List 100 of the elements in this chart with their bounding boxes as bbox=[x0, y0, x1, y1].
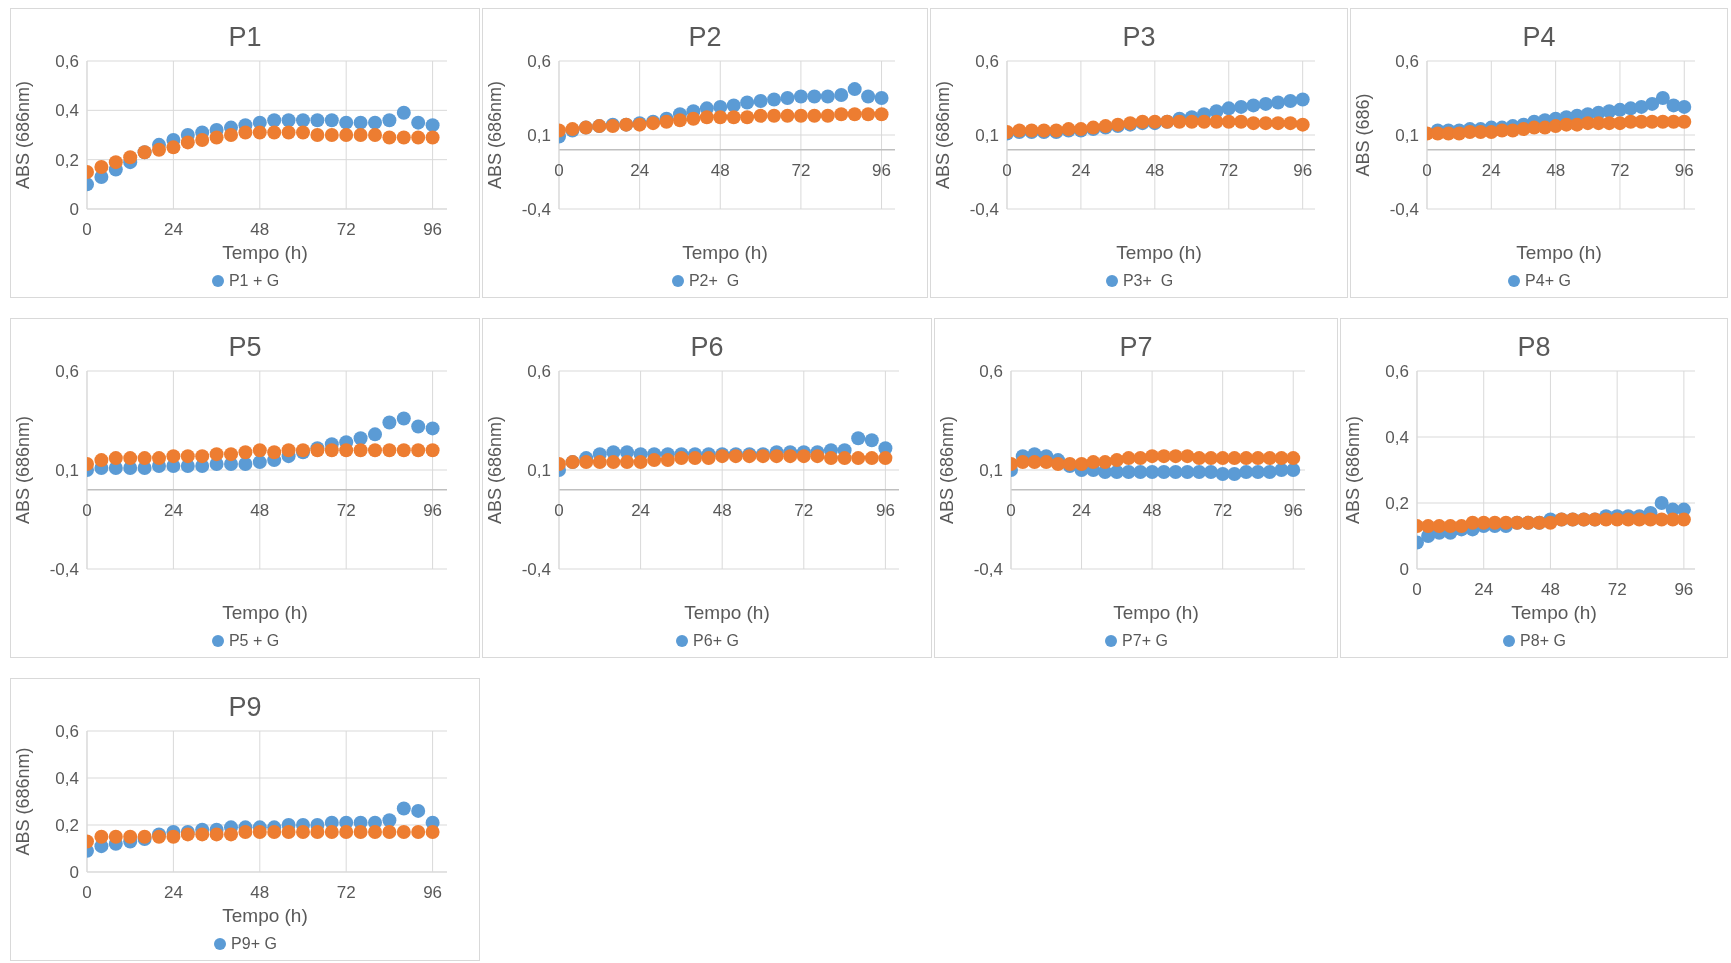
x-axis-title: Tempo (h) bbox=[1115, 241, 1203, 265]
x-tick-label: 72 bbox=[336, 220, 356, 239]
chart-title: P9 bbox=[227, 691, 263, 723]
x-tick-label: 24 bbox=[1481, 160, 1501, 180]
chart-title: P3 bbox=[1121, 21, 1157, 53]
chart-title: P6 bbox=[689, 331, 725, 363]
x-tick-label: 72 bbox=[1213, 500, 1233, 520]
x-tick-label: 96 bbox=[423, 220, 443, 239]
x-tick-label: 72 bbox=[794, 500, 814, 520]
y-tick-label: 0,2 bbox=[55, 150, 79, 170]
x-axis-title: Tempo (h) bbox=[681, 241, 769, 265]
x-tick-label: 0 bbox=[82, 883, 92, 902]
x-tick-label: 24 bbox=[630, 160, 650, 180]
legend-label: P5 + G bbox=[228, 632, 280, 650]
y-tick-label: 0,6 bbox=[1385, 362, 1409, 382]
legend-label: P1 + G bbox=[228, 272, 280, 290]
y-axis-title: ABS (686nm) bbox=[485, 415, 506, 525]
x-tick-label: 96 bbox=[872, 160, 892, 180]
y-axis-title: ABS (686nm) bbox=[1343, 415, 1364, 525]
chart-title: P5 bbox=[227, 331, 263, 363]
y-tick-label: 0,6 bbox=[527, 362, 551, 382]
y-tick-label: 0,6 bbox=[975, 52, 999, 72]
y-tick-label: 0,1 bbox=[55, 461, 79, 481]
x-tick-label: 72 bbox=[336, 500, 356, 520]
legend-label: P2+ G bbox=[688, 272, 740, 290]
x-tick-label: 0 bbox=[82, 220, 92, 239]
x-tick-label: 0 bbox=[1006, 500, 1016, 520]
y-tick-label: 0,2 bbox=[55, 816, 79, 836]
y-axis-title: ABS (686nm) bbox=[933, 80, 954, 190]
x-tick-label: 96 bbox=[875, 500, 895, 520]
x-tick-label: 24 bbox=[631, 500, 651, 520]
legend-label: P4+ G bbox=[1525, 272, 1571, 290]
y-tick-label: 0,6 bbox=[55, 722, 79, 742]
y-tick-label: 0,4 bbox=[55, 769, 79, 789]
y-tick-label: -0,4 bbox=[521, 560, 551, 580]
y-tick-label: 0 bbox=[1399, 560, 1409, 580]
y-axis-title: ABS (686nm) bbox=[13, 747, 34, 856]
x-tick-label: 96 bbox=[423, 883, 443, 902]
y-axis-title: ABS (686) bbox=[1353, 93, 1374, 177]
y-tick-label: -0,4 bbox=[1389, 200, 1419, 220]
x-tick-label: 48 bbox=[1546, 160, 1566, 180]
chart-title: P2 bbox=[687, 21, 723, 53]
x-tick-label: 96 bbox=[1674, 580, 1694, 599]
y-tick-label: 0,2 bbox=[1385, 494, 1409, 514]
x-tick-label: 24 bbox=[163, 220, 183, 239]
x-axis-title: Tempo (h) bbox=[221, 601, 309, 625]
x-tick-label: 72 bbox=[1219, 160, 1239, 180]
y-tick-label: 0 bbox=[69, 863, 79, 883]
x-tick-label: 72 bbox=[1610, 160, 1630, 180]
y-tick-label: 0,6 bbox=[527, 52, 551, 72]
x-tick-label: 24 bbox=[1072, 500, 1092, 520]
x-tick-label: 24 bbox=[1474, 580, 1494, 599]
x-tick-label: 72 bbox=[336, 883, 356, 902]
x-tick-label: 0 bbox=[554, 500, 564, 520]
x-tick-label: 48 bbox=[1142, 500, 1162, 520]
x-tick-label: 48 bbox=[710, 160, 730, 180]
x-tick-label: 0 bbox=[554, 160, 564, 180]
chart-title: P4 bbox=[1521, 21, 1557, 53]
y-tick-label: 0,1 bbox=[975, 126, 999, 146]
x-tick-label: 48 bbox=[1540, 580, 1560, 599]
chart-title: P7 bbox=[1118, 331, 1154, 363]
y-tick-label: 0,4 bbox=[55, 101, 79, 121]
legend-label: P7+ G bbox=[1122, 632, 1168, 650]
x-tick-label: 72 bbox=[1607, 580, 1627, 599]
y-tick-label: -0,4 bbox=[973, 560, 1003, 580]
y-tick-label: -0,4 bbox=[49, 560, 79, 580]
legend-label: P8+ G bbox=[1520, 632, 1566, 650]
x-tick-label: 48 bbox=[1145, 160, 1165, 180]
y-axis-title: ABS (686nm) bbox=[13, 80, 34, 190]
x-axis-title: Tempo (h) bbox=[221, 241, 309, 265]
x-tick-label: 96 bbox=[1674, 160, 1694, 180]
x-tick-label: 0 bbox=[1422, 160, 1432, 180]
y-tick-label: 0,6 bbox=[55, 52, 79, 72]
x-tick-label: 96 bbox=[1283, 500, 1303, 520]
y-tick-label: 0,1 bbox=[527, 126, 551, 146]
legend-label: P3+ G bbox=[1122, 272, 1174, 290]
x-tick-label: 0 bbox=[82, 500, 92, 520]
x-tick-label: 72 bbox=[791, 160, 811, 180]
chart-title: P8 bbox=[1516, 331, 1552, 363]
x-tick-label: 24 bbox=[163, 500, 183, 520]
x-tick-label: 48 bbox=[250, 500, 270, 520]
y-tick-label: 0,1 bbox=[527, 461, 551, 481]
y-axis-title: ABS (686nm) bbox=[13, 415, 34, 525]
x-tick-label: 96 bbox=[423, 500, 443, 520]
y-tick-label: 0 bbox=[69, 200, 79, 220]
y-tick-label: 0,4 bbox=[1385, 428, 1409, 448]
x-tick-label: 24 bbox=[1071, 160, 1091, 180]
y-tick-label: 0,1 bbox=[1395, 126, 1419, 146]
y-axis-title: ABS (686nm) bbox=[937, 415, 958, 525]
y-tick-label: 0,6 bbox=[55, 362, 79, 382]
y-axis-title: ABS (686nm) bbox=[485, 80, 506, 190]
legend-label: P9+ G bbox=[231, 935, 277, 953]
x-tick-label: 48 bbox=[250, 220, 270, 239]
x-axis-title: Tempo (h) bbox=[221, 904, 309, 928]
x-axis-title: Tempo (h) bbox=[1515, 241, 1603, 265]
x-tick-label: 48 bbox=[250, 883, 270, 902]
x-axis-title: Tempo (h) bbox=[1112, 601, 1200, 625]
x-tick-label: 48 bbox=[712, 500, 732, 520]
x-tick-label: 96 bbox=[1293, 160, 1313, 180]
x-axis-title: Tempo (h) bbox=[683, 601, 771, 625]
